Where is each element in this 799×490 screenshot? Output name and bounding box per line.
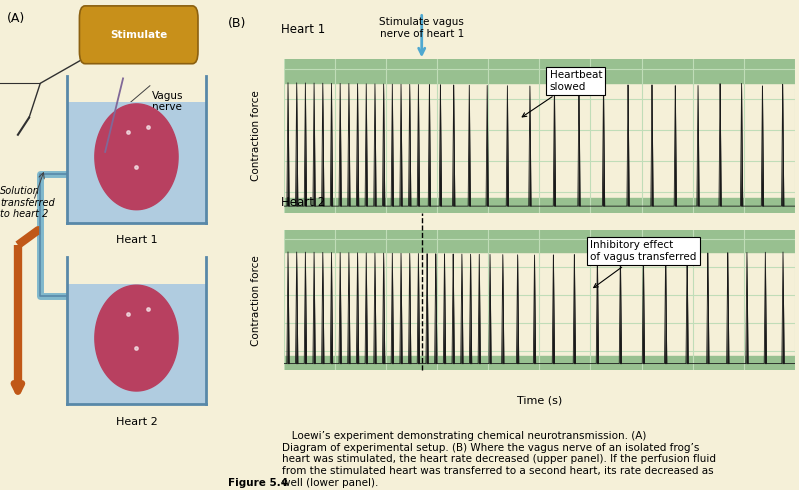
Text: (B): (B) [228, 17, 246, 30]
Bar [67, 102, 206, 223]
Bar [284, 356, 795, 370]
Text: Vagus
nerve: Vagus nerve [152, 91, 184, 112]
Bar [284, 197, 795, 213]
Text: (A): (A) [6, 12, 25, 25]
Text: Figure 5.4: Figure 5.4 [228, 478, 288, 488]
Polygon shape [95, 104, 178, 210]
Text: Solution
transferred
to heart 2: Solution transferred to heart 2 [0, 186, 55, 220]
Text: Loewi’s experiment demonstrating chemical neurotransmission. (A)
Diagram of expe: Loewi’s experiment demonstrating chemica… [282, 431, 716, 488]
Text: Time (s): Time (s) [517, 241, 562, 251]
Bar [67, 284, 206, 404]
Text: Heart 1: Heart 1 [281, 23, 325, 36]
Text: Time (s): Time (s) [517, 395, 562, 405]
Polygon shape [95, 285, 178, 391]
Bar [284, 230, 795, 252]
Text: Heart 1: Heart 1 [116, 235, 157, 245]
Text: Heart 2: Heart 2 [116, 416, 157, 426]
FancyBboxPatch shape [79, 6, 198, 64]
Bar [284, 59, 795, 83]
Text: Contraction force: Contraction force [251, 255, 260, 345]
Text: Heartbeat
slowed: Heartbeat slowed [523, 70, 602, 117]
Text: Stimulate vagus
nerve of heart 1: Stimulate vagus nerve of heart 1 [380, 17, 464, 39]
Text: Heart 2: Heart 2 [281, 196, 325, 209]
Text: Inhibitory effect
of vagus transferred: Inhibitory effect of vagus transferred [590, 241, 697, 288]
Text: Contraction force: Contraction force [251, 91, 260, 181]
Text: Stimulate: Stimulate [110, 30, 167, 40]
